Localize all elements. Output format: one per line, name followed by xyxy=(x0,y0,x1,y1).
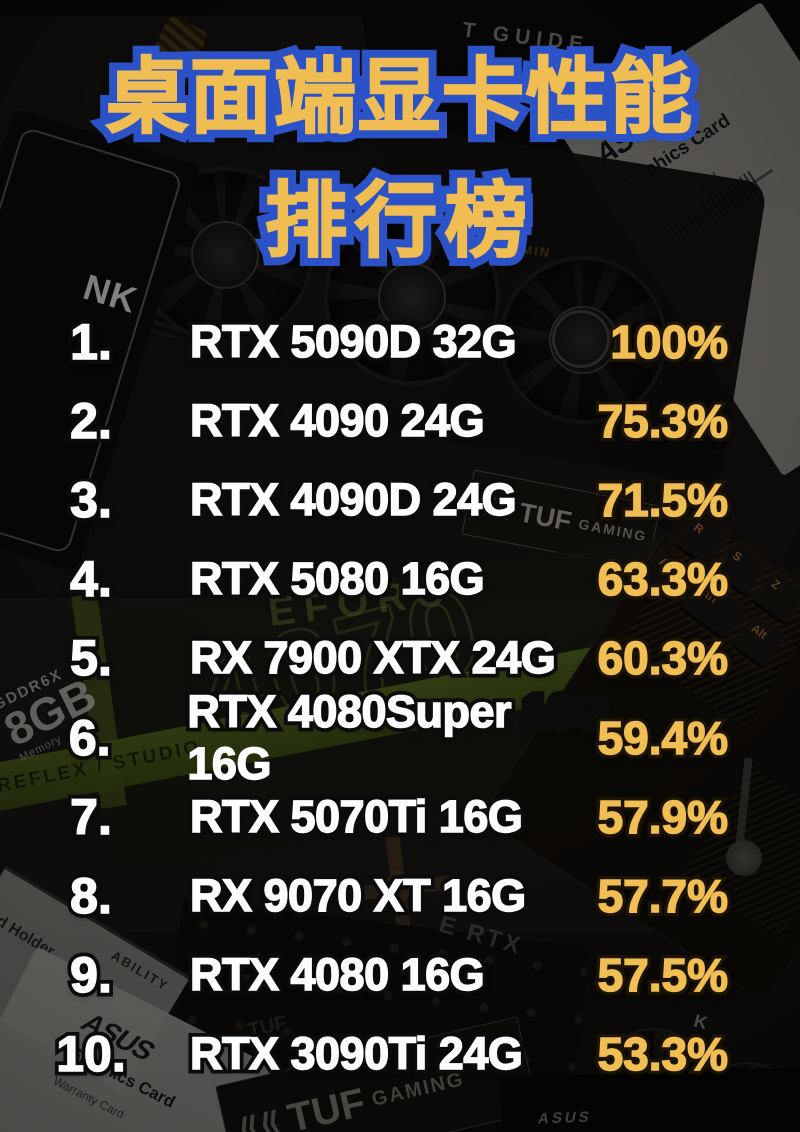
rank-number: 9. xyxy=(31,946,151,1004)
gpu-name: RTX 4080Super 16G xyxy=(187,685,598,790)
ranking-row: 10. RTX 3090Ti 24G 53.3% xyxy=(0,1015,800,1094)
ranking-row: 9. RTX 4080 16G 57.5% xyxy=(0,936,800,1015)
rank-number: 1. xyxy=(31,313,151,371)
rank-number: 4. xyxy=(31,550,151,608)
gpu-name: RTX 4080 16G xyxy=(189,948,485,1001)
rank-number: 5. xyxy=(31,629,151,687)
ranking-row: 3. RTX 4090D 24G 71.5% xyxy=(0,460,800,539)
gpu-name: RTX 4090 24G xyxy=(189,394,485,447)
title-line-1: 桌面端显卡性能 xyxy=(0,51,800,144)
score-percent: 53.3% xyxy=(597,1027,729,1081)
score-percent: 57.7% xyxy=(597,869,729,923)
score-percent: 57.9% xyxy=(597,790,729,844)
rank-number: 10. xyxy=(31,1025,151,1083)
gpu-name: RTX 3090Ti 24G xyxy=(189,1028,523,1081)
gpu-name: RTX 5070Ti 16G xyxy=(189,790,523,843)
rank-number: 8. xyxy=(31,867,151,925)
ranking-list: 1. RTX 5090D 32G 100% 2. RTX 4090 24G 75… xyxy=(0,302,800,1094)
gpu-name: RX 7900 XTX 24G xyxy=(189,632,556,685)
ranking-row: 8. RX 9070 XT 16G 57.7% xyxy=(0,856,800,935)
ranking-row: 5. RX 7900 XTX 24G 60.3% xyxy=(0,619,800,698)
ranking-row: 1. RTX 5090D 32G 100% xyxy=(0,302,800,381)
score-percent: 63.3% xyxy=(597,552,729,606)
score-percent: 59.4% xyxy=(597,711,729,765)
rank-number: 3. xyxy=(31,471,151,529)
rank-number: 2. xyxy=(31,392,151,450)
gpu-name: RX 9070 XT 16G xyxy=(189,869,527,922)
score-percent: 57.5% xyxy=(597,948,729,1002)
score-percent: 100% xyxy=(610,315,729,369)
ranking-row: 2. RTX 4090 24G 75.3% xyxy=(0,381,800,460)
gpu-name: RTX 4090D 24G xyxy=(189,473,517,526)
gpu-name: RTX 5080 16G xyxy=(189,552,485,605)
ranking-row: 4. RTX 5080 16G 63.3% xyxy=(0,540,800,619)
rank-number: 6. xyxy=(31,709,149,767)
rank-number: 7. xyxy=(31,788,151,846)
score-percent: 71.5% xyxy=(597,473,729,527)
ranking-row: 6. RTX 4080Super 16G 59.4% xyxy=(0,685,800,790)
ranking-row: 7. RTX 5070Ti 16G 57.9% xyxy=(0,777,800,856)
score-percent: 75.3% xyxy=(597,394,729,448)
page-title: 桌面端显卡性能 排行榜 xyxy=(0,51,800,273)
title-line-2: 排行榜 xyxy=(0,154,800,273)
score-percent: 60.3% xyxy=(597,631,729,685)
gpu-name: RTX 5090D 32G xyxy=(189,315,517,368)
